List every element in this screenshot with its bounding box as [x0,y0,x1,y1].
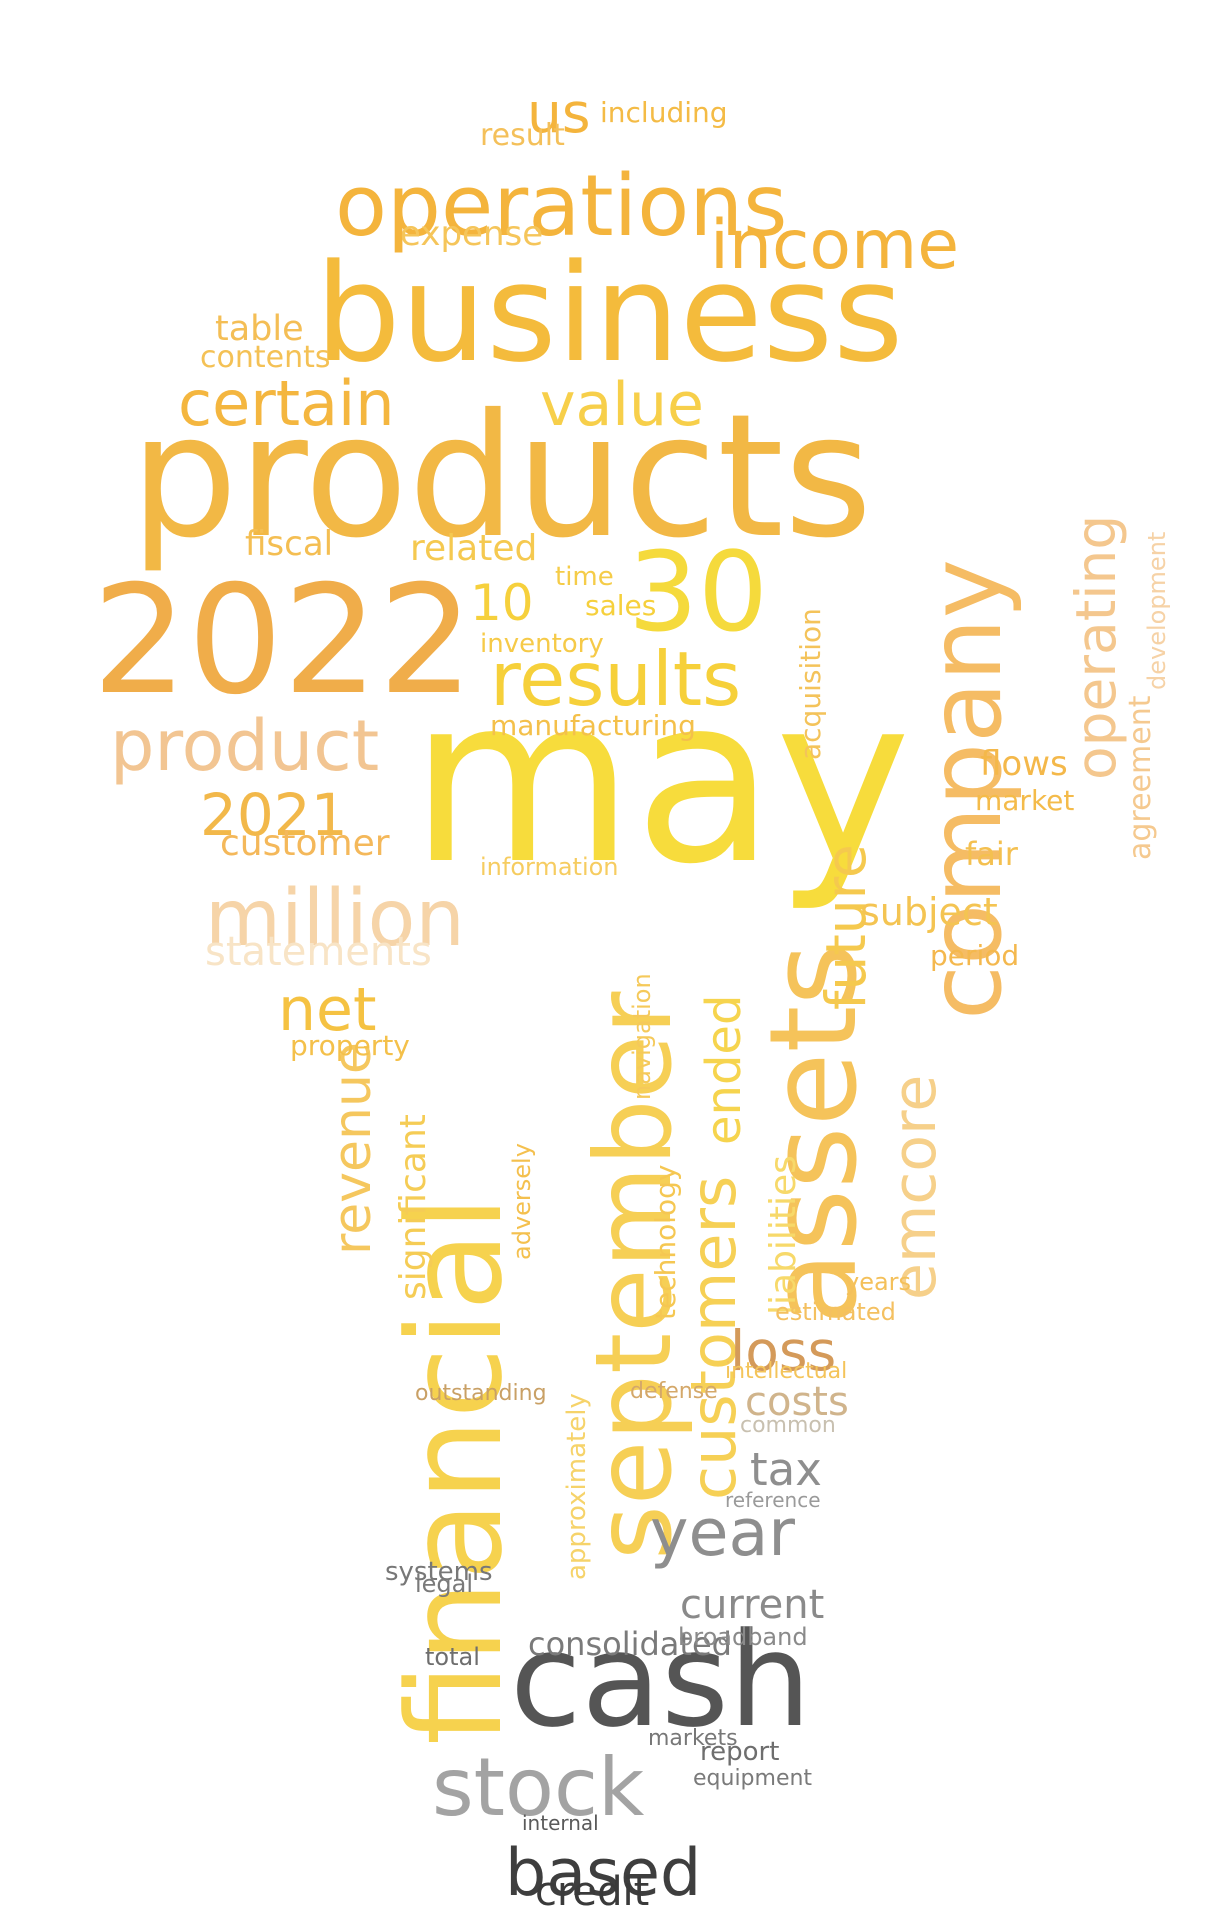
word-consolidated: consolidated [528,1625,732,1663]
word-10: 10 [470,574,534,632]
word-operating: operating [1064,515,1128,780]
word-products: products [130,378,872,576]
word-may: may [410,648,911,915]
word-company: company [907,559,1024,1020]
word-report: report [700,1737,779,1767]
word-statements: statements [205,929,432,975]
word-legal: legal [415,1570,473,1598]
word-certain: certain [178,367,395,440]
word-us: us [527,81,591,145]
word-adversely: adversely [508,1143,536,1260]
word-financial: financial [379,1195,531,1745]
word-stock: stock [432,1741,645,1834]
word-period: period [930,939,1019,972]
word-approximately: approximately [562,1393,592,1580]
word-revenue: revenue [323,1042,383,1255]
word-estimated: estimated [775,1298,896,1326]
word-agreement: agreement [1123,695,1158,860]
word-contents: contents [200,340,331,375]
word-2021: 2021 [200,781,348,849]
word-credit: credit [535,1869,649,1915]
word-defense: defense [630,1379,718,1404]
word-total: total [425,1643,480,1671]
word-product: product [110,705,379,787]
word-market: market [975,784,1074,817]
word-operations: operations [335,157,787,256]
word-expense: expense [400,214,543,254]
word-related: related [410,528,537,569]
word-information: information [480,853,619,881]
word-million: million [205,874,465,964]
word-tax: tax [750,1443,822,1496]
word-inventory: inventory [480,629,604,659]
word-assets: assets [745,943,884,1325]
word-year: year [650,1496,795,1571]
word-time: time [555,562,614,592]
word-liabilities: liabilities [763,1155,804,1315]
word-costs: costs [745,1379,849,1425]
word-table: table [215,309,304,349]
word-income: income [710,206,959,285]
word-result: result [480,118,565,153]
word-years: years [845,1268,911,1296]
word-emcore: emcore [880,1075,950,1300]
word-results: results [490,635,741,723]
word-subject: subject [860,890,998,934]
word-common: common [740,1413,836,1438]
word-fiscal: fiscal [245,524,333,564]
word-broadband: broadband [678,1623,808,1651]
word-manufacturing: manufacturing [490,709,696,742]
word-property: property [290,1029,410,1062]
word-outstanding: outstanding [415,1381,547,1406]
word-30: 30 [628,528,768,656]
word-equipment: equipment [693,1766,812,1791]
word-including: including [600,96,728,129]
word-markets: markets [648,1726,738,1751]
word-intellectual: intellectual [725,1359,847,1384]
word-development: development [1143,532,1171,690]
word-ended: ended [696,995,752,1145]
word-september: september [573,991,695,1560]
word-flows: flows [980,744,1068,784]
word-acquisition: acquisition [794,608,827,760]
word-future: future [814,844,878,1010]
word-significant: significant [393,1114,434,1300]
word-customer: customer [220,823,390,864]
word-fair: fair [965,835,1019,873]
word-internal: internal [522,1811,599,1835]
word-net: net [278,975,376,1045]
word-value: value [540,370,704,440]
word-current: current [680,1582,824,1628]
word-navigation: navigation [628,973,656,1100]
word-based: based [505,1836,701,1911]
word-sales: sales [585,589,656,622]
word-business: business [315,235,903,392]
word-technology: technology [649,1165,682,1320]
word-customers: customers [677,1176,750,1500]
word-cash: cash [510,1604,811,1756]
word-2022: 2022 [92,554,474,728]
word-reference: reference [725,1488,821,1512]
word-loss: loss [730,1319,836,1383]
word-systems: systems [385,1557,493,1587]
